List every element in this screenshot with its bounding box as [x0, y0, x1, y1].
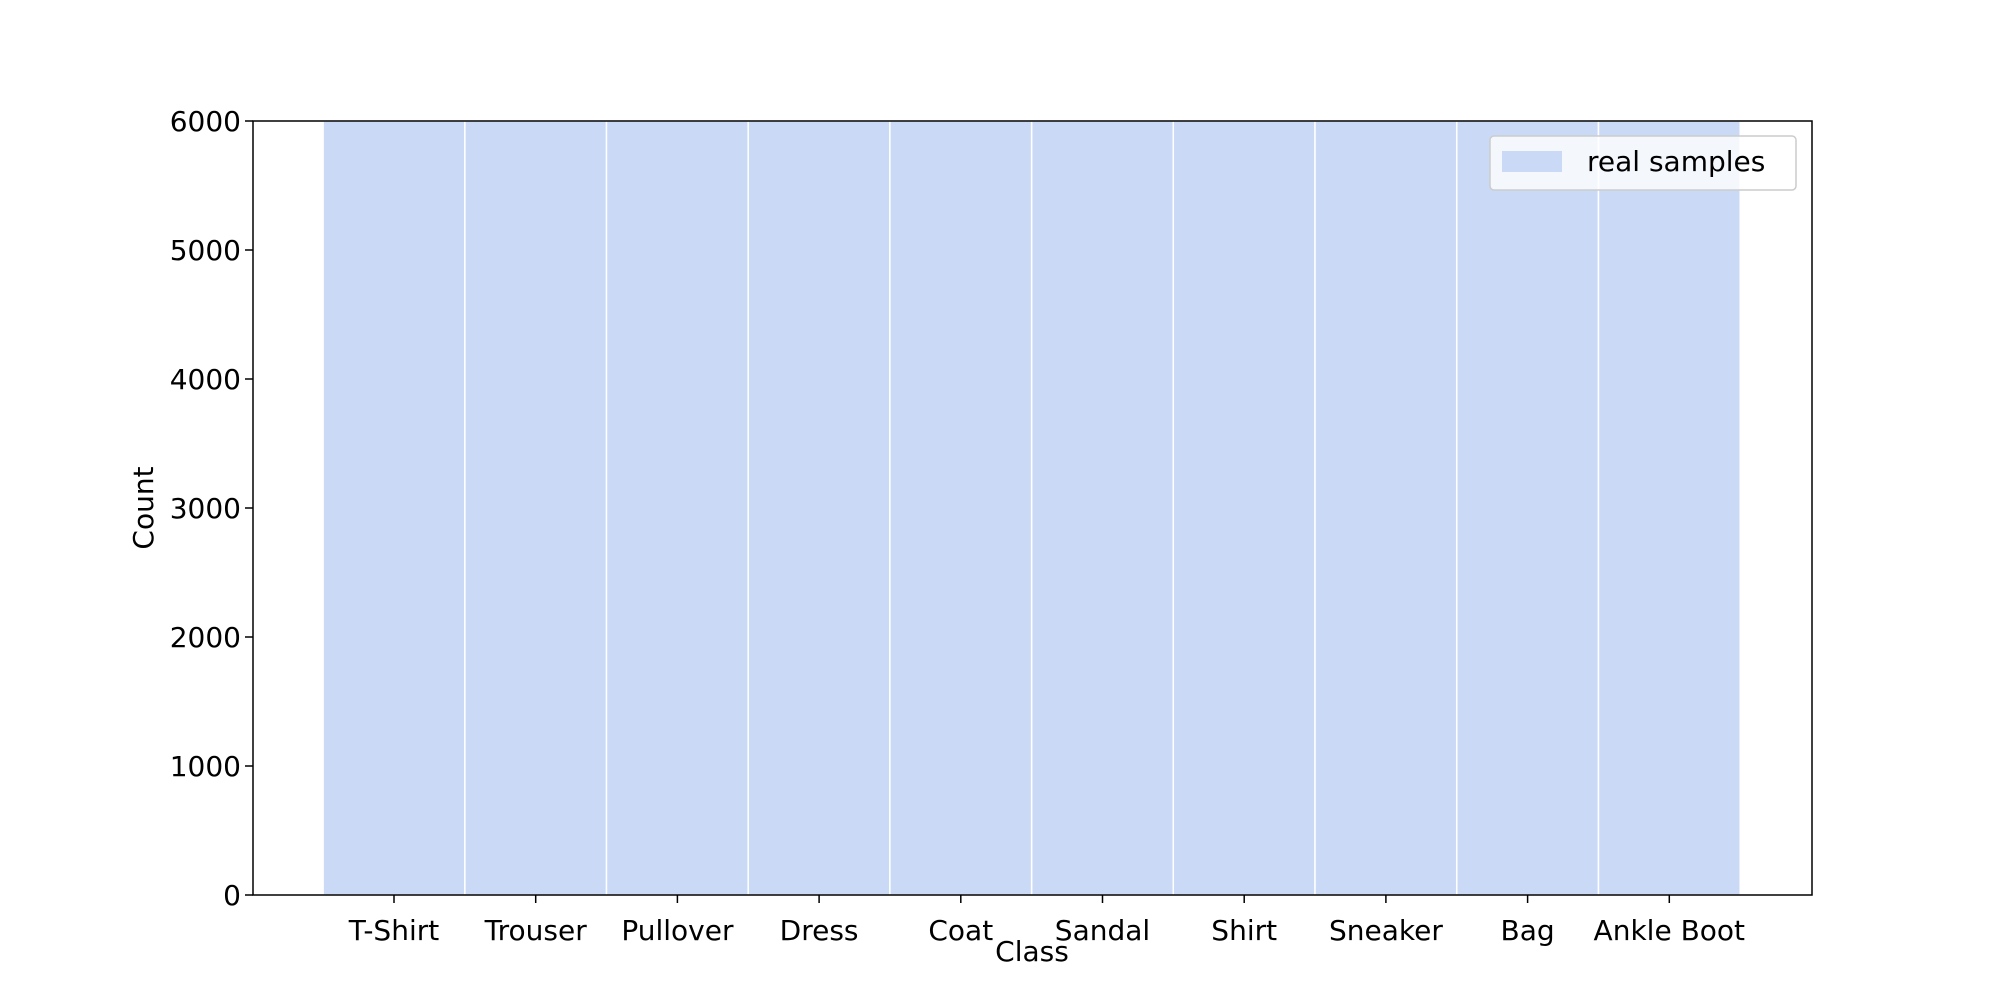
y-tick-label: 6000 [170, 105, 241, 138]
x-tick-label: Coat [928, 914, 993, 947]
bar-sandal [1030, 120, 1175, 896]
y-tick-label: 0 [223, 879, 241, 912]
x-tick-label: Ankle Boot [1594, 914, 1745, 947]
bar-dress [747, 120, 891, 896]
bars-layer [322, 120, 1741, 896]
y-axis-label: Count [127, 466, 160, 549]
x-tick-label: Sneaker [1329, 914, 1443, 947]
bar-bag [1456, 120, 1600, 896]
bar-ankle-boot [1597, 120, 1741, 896]
legend-label-real-samples: real samples [1587, 145, 1765, 178]
bar-trouser [464, 120, 608, 896]
y-tick-label: 4000 [170, 363, 241, 396]
legend-box [1489, 135, 1797, 191]
x-axis-ticks: T-Shirt Trouser Pullover Dress Coat Sandal Shi… [348, 895, 1745, 947]
y-tick-label: 2000 [170, 621, 241, 654]
bar-coat [889, 120, 1033, 896]
legend-swatch [1502, 151, 1562, 172]
x-tick-label: Trouser [484, 914, 588, 947]
x-tick-label: Pullover [621, 914, 734, 947]
y-tick-label: 3000 [170, 492, 241, 525]
bar-pullover [605, 120, 749, 896]
x-tick-label: Shirt [1211, 914, 1277, 947]
bar-sneaker [1314, 120, 1458, 896]
bar-t-shirt [322, 120, 466, 896]
legend: real samples [1489, 135, 1797, 191]
x-tick-label: Sandal [1055, 914, 1150, 947]
y-axis-ticks: 0 1000 2000 3000 4000 5000 6000 [170, 105, 253, 912]
y-tick-label: 5000 [170, 234, 241, 267]
x-tick-label: Bag [1501, 914, 1555, 947]
x-tick-label: Dress [780, 914, 859, 947]
x-tick-label: T-Shirt [348, 914, 439, 947]
bar-shirt [1172, 120, 1316, 896]
y-tick-label: 1000 [170, 750, 241, 783]
x-axis-label: Class [995, 935, 1069, 968]
